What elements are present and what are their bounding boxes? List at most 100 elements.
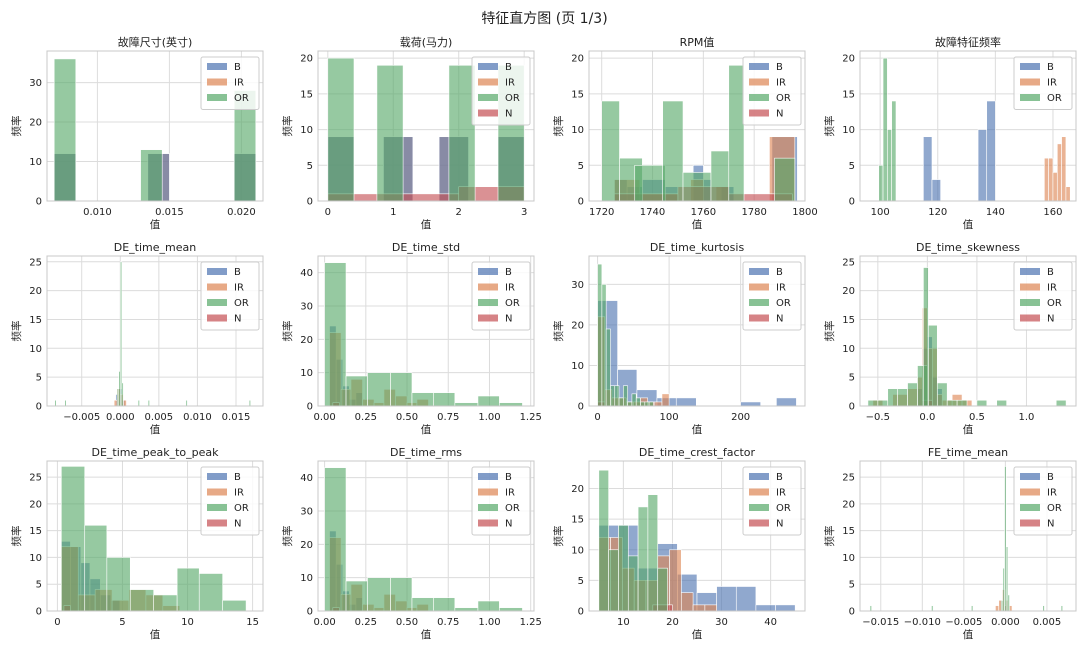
bar-OR [248,399,251,407]
legend-box [1013,466,1073,536]
legend-label-OR: OR [1047,298,1062,309]
legend-box [471,56,531,126]
legend-swatch-IR [749,283,769,291]
bar-OR [153,594,178,612]
y-tick-label: 30 [571,280,584,291]
bar-OR [635,397,641,407]
bar-IR [661,393,670,407]
bar-OR [647,494,659,612]
legend-swatch-OR [749,299,769,306]
bar-OR [610,385,616,407]
y-tick-label: 25 [29,257,42,268]
y-tick-label: 25 [842,473,855,484]
legend-label-N: N [1047,519,1054,530]
y-axis-label: 频率 [281,116,294,137]
legend-swatch-OR [1020,94,1040,101]
legend-swatch-B [749,268,769,275]
y-tick-label: 20 [842,286,855,297]
legend-swatch-OR [478,299,498,306]
y-tick-label: 25 [842,257,855,268]
bar-OR [54,399,57,407]
plot-frame [46,255,264,407]
x-axis-label: 值 [692,423,703,436]
panel-title: DE_time_std [392,241,460,254]
legend-box [742,56,802,126]
legend-swatch-IR [1020,78,1040,86]
y-axis-label: 频率 [10,321,23,342]
y-tick-label: 20 [571,320,584,331]
x-tick-label: 0.50 [396,412,418,423]
legend-swatch-IR [207,488,227,496]
bar-OR [627,401,633,407]
x-tick-label: 0.75 [437,617,459,628]
bar-OR [605,328,611,407]
legend-swatch-IR [478,488,498,496]
bar-OR [923,267,929,407]
x-tick-label: −0.5 [866,412,890,423]
bar-OR [662,100,684,202]
y-tick-label: 0 [307,197,313,208]
x-tick-label: 0 [54,617,60,628]
legend-box [200,466,260,536]
y-tick-label: 20 [300,335,313,346]
histogram-panel-10: 10 20 30 40 0 5 10 15 20 DE_time_crest_factor 值 频率 B… [552,446,806,641]
y-tick-label: 0 [36,402,42,413]
bar-OR [618,397,624,407]
bar-B [675,397,697,407]
bar-OR [433,597,456,612]
legend-label-B: B [1047,472,1054,483]
legend-swatch-IR [207,78,227,86]
bar-OR [867,399,879,407]
legend-swatch-N [749,314,769,322]
bar-OR [976,399,988,407]
bar-IR [680,592,694,612]
legend-swatch-OR [207,299,227,306]
bar-OR [1042,605,1045,612]
legend-swatch-B [207,268,227,275]
bar-OR [608,549,619,612]
x-tick-label: 3 [521,207,527,218]
x-tick-label: 0.0 [919,412,935,423]
legend-label-B: B [234,472,241,483]
x-tick-label: 0.020 [227,207,256,218]
bar-OR [631,393,637,407]
x-tick-label: 0.010 [183,412,212,423]
panel-title: 故障特征频率 [935,35,1001,49]
x-axis-label: 值 [150,628,161,641]
bar-OR [597,263,603,407]
legend-label-B: B [1047,62,1054,73]
x-axis-label: 值 [150,423,161,436]
legend-swatch-B [1020,268,1040,275]
bar-OR [1055,399,1067,407]
legend-label-OR: OR [505,93,520,104]
y-tick-label: 0 [36,607,42,618]
x-tick-label: 20 [666,617,679,628]
bar-OR [433,392,456,407]
plot-frame [588,255,806,407]
legend-swatch-OR [1020,299,1040,306]
y-tick-label: 15 [842,526,855,537]
x-tick-label: 10 [617,617,630,628]
x-tick-label: 10 [181,617,194,628]
legend-label-IR: IR [776,283,786,294]
y-tick-label: 20 [842,54,855,65]
y-tick-label: 15 [29,526,42,537]
histogram-panel-6: 0 100 200 0 10 20 30 DE_time_kurtosis 值 频率 B IR OR N [552,241,806,436]
y-tick-label: 15 [842,89,855,100]
bar-IR [1056,143,1062,202]
bar-OR [345,375,368,407]
y-tick-label: 5 [36,580,42,591]
y-tick-label: 0 [849,402,855,413]
y-tick-label: 10 [842,344,855,355]
histogram-panel-7: −0.5 0.0 0.5 1.0 0 5 10 15 20 25 DE_time_skewness 值… [823,241,1077,436]
panel-title: DE_time_crest_factor [639,446,756,459]
y-tick-label: 10 [300,368,313,379]
legend-swatch-OR [207,94,227,101]
legend-label-IR: IR [1047,78,1057,89]
legend-label-IR: IR [234,283,244,294]
bar-IR [654,401,663,407]
x-tick-label: 0.00 [313,412,335,423]
bar-B [755,604,776,612]
legend-label-N: N [1047,314,1054,325]
x-tick-label: 160 [1043,207,1062,218]
